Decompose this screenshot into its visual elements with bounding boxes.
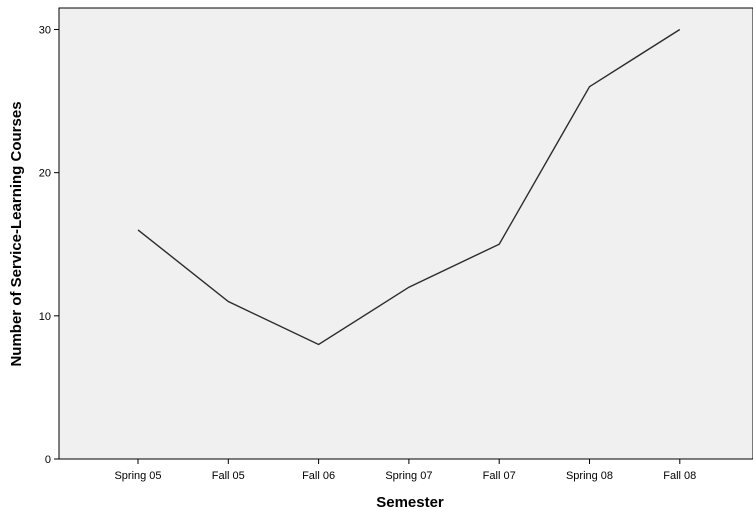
x-tick-label: Fall 05 — [212, 470, 245, 482]
y-tick-label: 0 — [45, 454, 51, 466]
x-axis-title: Semester — [376, 494, 444, 510]
y-axis-title: Number of Service-Learning Courses — [8, 101, 25, 366]
x-tick-label: Spring 05 — [114, 470, 161, 482]
x-tick-label: Fall 06 — [302, 470, 335, 482]
x-axis: Spring 05 Fall 05 Fall 06 Spring 07 Fall 07 S… — [114, 459, 696, 482]
y-tick-label: 30 — [39, 24, 51, 36]
x-tick-label: Fall 07 — [483, 470, 516, 482]
y-tick-label: 10 — [39, 311, 51, 323]
x-tick-label: Fall 08 — [663, 470, 696, 482]
plot-area — [58, 7, 753, 460]
x-tick-label: Spring 07 — [385, 470, 432, 482]
y-axis: 0 10 20 30 — [39, 24, 59, 466]
series-line — [137, 28, 681, 346]
x-tick-label: Spring 08 — [566, 470, 613, 482]
y-tick-label: 20 — [39, 168, 51, 180]
